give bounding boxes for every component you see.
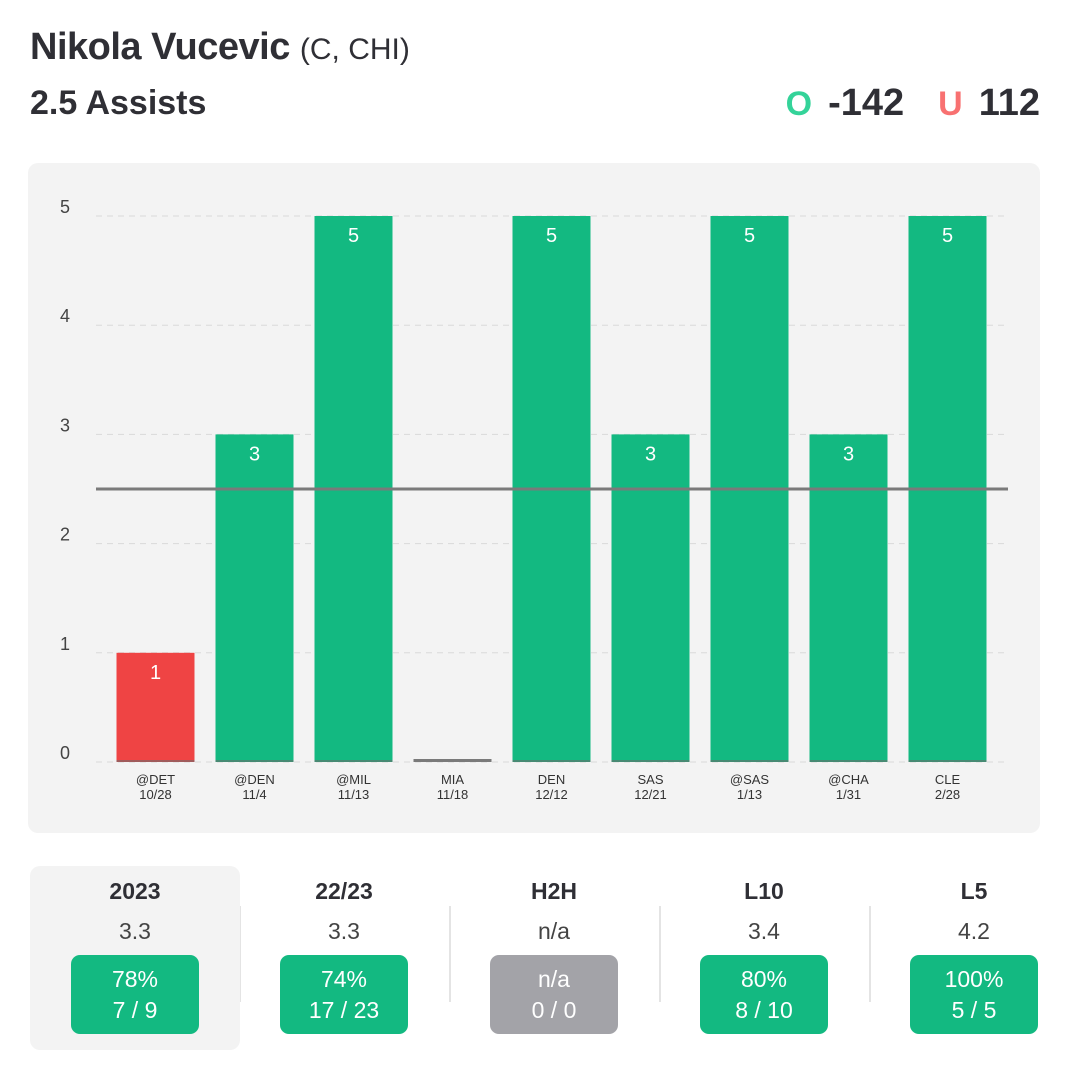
stat-divider [239, 906, 241, 1002]
stat-column-h2h[interactable]: H2H n/a n/a 0 / 0 [449, 866, 659, 1050]
x-tick-date: 11/4 [242, 787, 266, 802]
stat-column-l10[interactable]: L10 3.4 80% 8 / 10 [659, 866, 869, 1050]
player-name-text: Nikola Vucevic [30, 26, 290, 68]
stat-label: H2H [530, 878, 577, 904]
x-tick-opponent: CLE [935, 772, 961, 787]
player-position-team: (C, CHI) [299, 33, 410, 66]
stat-hit-record: 7 / 9 [112, 996, 158, 1023]
bar-value-label: 3 [843, 443, 854, 465]
x-tick-opponent: @MIL [336, 772, 371, 787]
bar-base [908, 760, 987, 762]
stat-average: 3.4 [748, 918, 780, 944]
stat-hit-record: 8 / 10 [735, 996, 793, 1023]
stat-hit-record: 17 / 23 [308, 996, 380, 1023]
stat-hit-badge: 100% 5 / 5 [910, 955, 1038, 1034]
bar-value-label: 5 [942, 225, 953, 247]
stat-hit-badge: n/a 0 / 0 [490, 955, 618, 1034]
stat-hit-pct: 74% [320, 965, 368, 992]
stat-label: L10 [744, 878, 784, 904]
bar-at-cha [809, 434, 888, 762]
stat-divider [659, 906, 661, 1002]
stat-label: L5 [960, 878, 988, 904]
y-tick-label: 4 [60, 306, 70, 326]
x-tick-date: 11/13 [338, 787, 370, 802]
bar-value-label: 5 [744, 225, 755, 247]
under-odds: 112 [978, 82, 1040, 124]
bar-base [809, 760, 888, 762]
x-tick-opponent: @SAS [730, 772, 770, 787]
x-tick-opponent: DEN [538, 772, 565, 787]
stat-hit-pct: n/a [538, 965, 570, 992]
stat-hit-badge: 80% 8 / 10 [700, 955, 828, 1034]
stat-hit-badge: 74% 17 / 23 [280, 955, 408, 1034]
y-tick-label: 1 [60, 634, 70, 654]
stat-average: 3.3 [119, 918, 151, 944]
stat-average: 4.2 [958, 918, 990, 944]
bar-base [710, 760, 789, 762]
stats-row: 2023 3.3 78% 7 / 9 22/23 3.3 74% 17 / 23… [28, 866, 1040, 1050]
stat-label: 2023 [109, 878, 161, 904]
under-letter: U [938, 85, 963, 123]
stat-column-2023[interactable]: 2023 3.3 78% 7 / 9 [30, 866, 240, 1050]
stat-average: 3.3 [328, 918, 360, 944]
x-tick-date: 11/18 [437, 787, 469, 802]
x-tick-opponent: @DET [136, 772, 175, 787]
bar-base [314, 760, 393, 762]
bar-value-label: 5 [348, 225, 359, 247]
stat-hit-badge: 78% 7 / 9 [71, 955, 199, 1034]
stat-label: 22/23 [315, 878, 373, 904]
bar-base [215, 760, 294, 762]
x-tick-opponent: MIA [441, 772, 464, 787]
bar-value-label: 3 [249, 443, 260, 465]
player-name: Nikola Vucevic (C, CHI) [30, 26, 410, 69]
x-tick-date: 1/31 [836, 787, 861, 802]
prop-line: 2.5 Assists [30, 84, 207, 122]
over-letter: O [785, 85, 813, 123]
chart-card: 0 1 2 3 4 5 1 @DET 10/28 3 @DEN 11/4 5 @MIL 11/13 MIA 11… [28, 163, 1040, 833]
bar-at-den [215, 434, 294, 762]
y-tick-label: 0 [60, 743, 70, 763]
stat-hit-pct: 100% [944, 965, 1004, 992]
stat-hit-record: 5 / 5 [951, 996, 997, 1023]
bar-base [512, 760, 591, 762]
stat-column-22-23[interactable]: 22/23 3.3 74% 17 / 23 [239, 866, 449, 1050]
bar-at-det [116, 652, 195, 762]
x-tick-opponent: SAS [637, 772, 663, 787]
bar-mia [413, 759, 492, 762]
x-tick-opponent: @DEN [234, 772, 275, 787]
bar-value-label: 1 [150, 662, 161, 684]
odds-display: O -142 U 112 [786, 82, 1040, 125]
stat-hit-record: 0 / 0 [531, 996, 577, 1023]
bar-base [611, 760, 690, 762]
x-tick-date: 1/13 [737, 787, 762, 802]
x-tick-date: 12/21 [634, 787, 667, 802]
over-odds: -142 [828, 82, 905, 124]
bar-sas [611, 434, 690, 762]
stat-hit-pct: 80% [740, 965, 788, 992]
y-tick-label: 3 [60, 415, 70, 435]
stat-average: n/a [538, 918, 570, 944]
stat-hit-pct: 78% [111, 965, 159, 992]
x-tick-date: 12/12 [535, 787, 568, 802]
bar-value-label: 3 [645, 443, 656, 465]
bar-base [116, 760, 195, 762]
bar-value-label: 5 [546, 225, 557, 247]
y-tick-label: 2 [60, 525, 70, 545]
stat-column-l5[interactable]: L5 4.2 100% 5 / 5 [869, 866, 1070, 1050]
y-tick-label: 5 [60, 197, 70, 217]
x-tick-opponent: @CHA [828, 772, 869, 787]
x-tick-date: 10/28 [139, 787, 172, 802]
stat-divider [869, 906, 871, 1002]
x-tick-date: 2/28 [935, 787, 960, 802]
stat-divider [449, 906, 451, 1002]
